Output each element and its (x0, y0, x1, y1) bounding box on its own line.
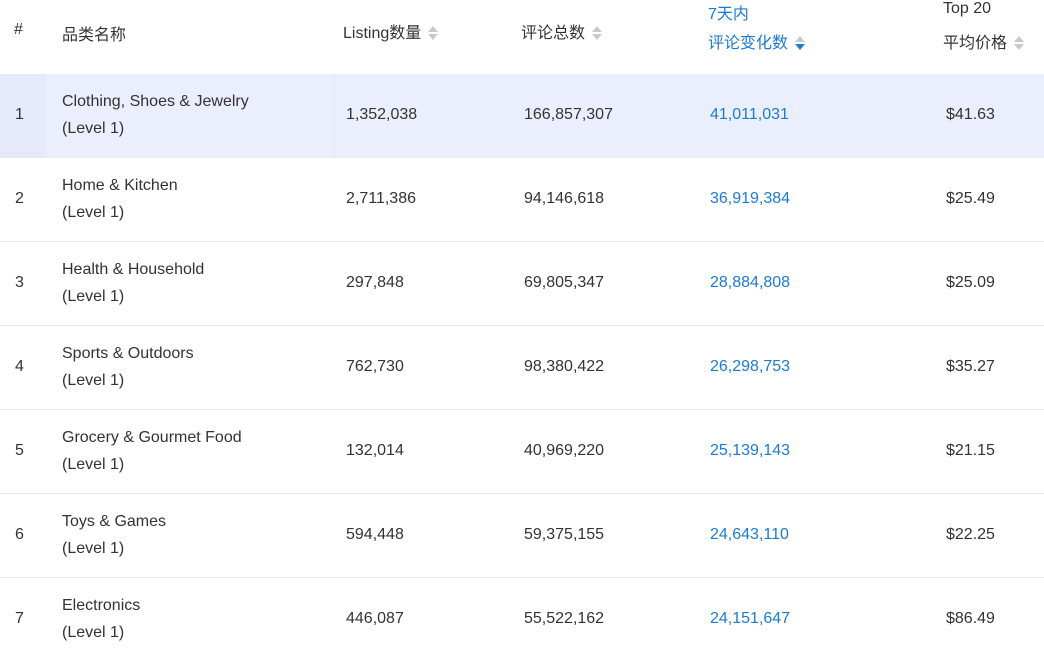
column-header-review-change-line2: 评论变化数 (708, 29, 806, 53)
review-change: 24,151,647 (710, 610, 791, 627)
table-row[interactable]: 1 Clothing, Shoes & Jewelry (Level 1) 1,… (0, 74, 1044, 158)
table-row[interactable]: 6 Toys & Games (Level 1) 594,448 59,375,… (0, 494, 1044, 578)
avg-price: $41.63 (946, 106, 995, 123)
listing-count: 594,448 (346, 526, 404, 543)
avg-price: $25.09 (946, 274, 995, 291)
category-name[interactable]: Grocery & Gourmet Food (62, 429, 242, 446)
column-header-reviews-total[interactable]: 评论总数 (521, 19, 603, 43)
row-index: 6 (15, 526, 24, 543)
sort-desc-icon (1014, 43, 1025, 50)
review-change: 36,919,384 (710, 190, 791, 207)
reviews-total: 94,146,618 (524, 190, 605, 207)
listing-count: 446,087 (346, 610, 404, 627)
sort-asc-icon (428, 25, 439, 32)
sort-icon-active[interactable] (794, 35, 806, 51)
row-index: 2 (15, 190, 24, 207)
column-header-avg-price[interactable]: Top 20 平均价格 (943, 0, 1043, 60)
category-name[interactable]: Clothing, Shoes & Jewelry (62, 93, 249, 110)
category-level: (Level 1) (62, 120, 125, 137)
column-header-listing-label: Listing数量 (343, 25, 422, 42)
table-row[interactable]: 3 Health & Household (Level 1) 297,848 6… (0, 242, 1044, 326)
row-index-shade (0, 74, 46, 157)
sort-desc-icon (592, 33, 603, 40)
reviews-total: 166,857,307 (524, 106, 613, 123)
column-header-review-change-line1: 7天内 (708, 6, 749, 23)
table-row[interactable]: 4 Sports & Outdoors (Level 1) 762,730 98… (0, 326, 1044, 410)
category-name[interactable]: Toys & Games (62, 513, 167, 530)
table-row[interactable]: 2 Home & Kitchen (Level 1) 2,711,386 94,… (0, 158, 1044, 242)
listing-count: 762,730 (346, 358, 404, 375)
category-name[interactable]: Electronics (62, 597, 141, 614)
category-level: (Level 1) (62, 372, 125, 389)
category-name[interactable]: Health & Household (62, 261, 205, 278)
table-header: # 品类名称 Listing数量 评论总数 7天内 评论变化数 Top 20 平… (0, 0, 1044, 75)
reviews-total: 69,805,347 (524, 274, 605, 291)
category-level: (Level 1) (62, 204, 125, 221)
category-level: (Level 1) (62, 288, 125, 305)
listing-count: 132,014 (346, 442, 404, 459)
listing-count: 297,848 (346, 274, 404, 291)
table-row[interactable]: 7 Electronics (Level 1) 446,087 55,522,1… (0, 578, 1044, 653)
sort-desc-icon (795, 43, 806, 50)
avg-price: $22.25 (946, 526, 995, 543)
sort-asc-icon (1014, 35, 1025, 42)
avg-price: $25.49 (946, 190, 995, 207)
row-index: 4 (15, 358, 24, 375)
column-header-reviews-total-label: 评论总数 (521, 25, 586, 42)
column-header-index: # (14, 21, 23, 38)
category-name[interactable]: Home & Kitchen (62, 177, 178, 194)
reviews-total: 55,522,162 (524, 610, 605, 627)
review-change: 25,139,143 (710, 442, 791, 459)
column-header-avg-price-line1: Top 20 (943, 0, 992, 17)
column-header-review-change[interactable]: 7天内 评论变化数 (708, 0, 818, 60)
category-level: (Level 1) (62, 456, 125, 473)
reviews-total: 59,375,155 (524, 526, 605, 543)
avg-price: $86.49 (946, 610, 995, 627)
row-index: 3 (15, 274, 24, 291)
column-divider (334, 74, 335, 157)
review-change: 24,643,110 (710, 526, 789, 543)
avg-price: $35.27 (946, 358, 995, 375)
row-index: 5 (15, 442, 24, 459)
column-header-listing[interactable]: Listing数量 (343, 19, 439, 43)
sort-icon[interactable] (427, 25, 439, 41)
sort-desc-icon (428, 33, 439, 40)
review-change: 41,011,031 (710, 106, 789, 123)
category-name[interactable]: Sports & Outdoors (62, 345, 194, 362)
table-row[interactable]: 5 Grocery & Gourmet Food (Level 1) 132,0… (0, 410, 1044, 494)
column-header-category: 品类名称 (62, 27, 127, 44)
listing-count: 1,352,038 (346, 106, 418, 123)
row-index: 7 (15, 610, 24, 627)
reviews-total: 40,969,220 (524, 442, 605, 459)
row-index: 1 (15, 106, 24, 123)
listing-count: 2,711,386 (346, 190, 416, 207)
sort-icon[interactable] (1013, 35, 1025, 51)
sort-asc-icon (795, 35, 806, 42)
reviews-total: 98,380,422 (524, 358, 605, 375)
category-level: (Level 1) (62, 540, 125, 557)
sort-asc-icon (592, 25, 603, 32)
review-change: 28,884,808 (710, 274, 791, 291)
avg-price: $21.15 (946, 442, 995, 459)
category-level: (Level 1) (62, 624, 125, 641)
sort-icon[interactable] (591, 25, 603, 41)
review-change: 26,298,753 (710, 358, 791, 375)
column-header-avg-price-line2: 平均价格 (943, 29, 1025, 53)
